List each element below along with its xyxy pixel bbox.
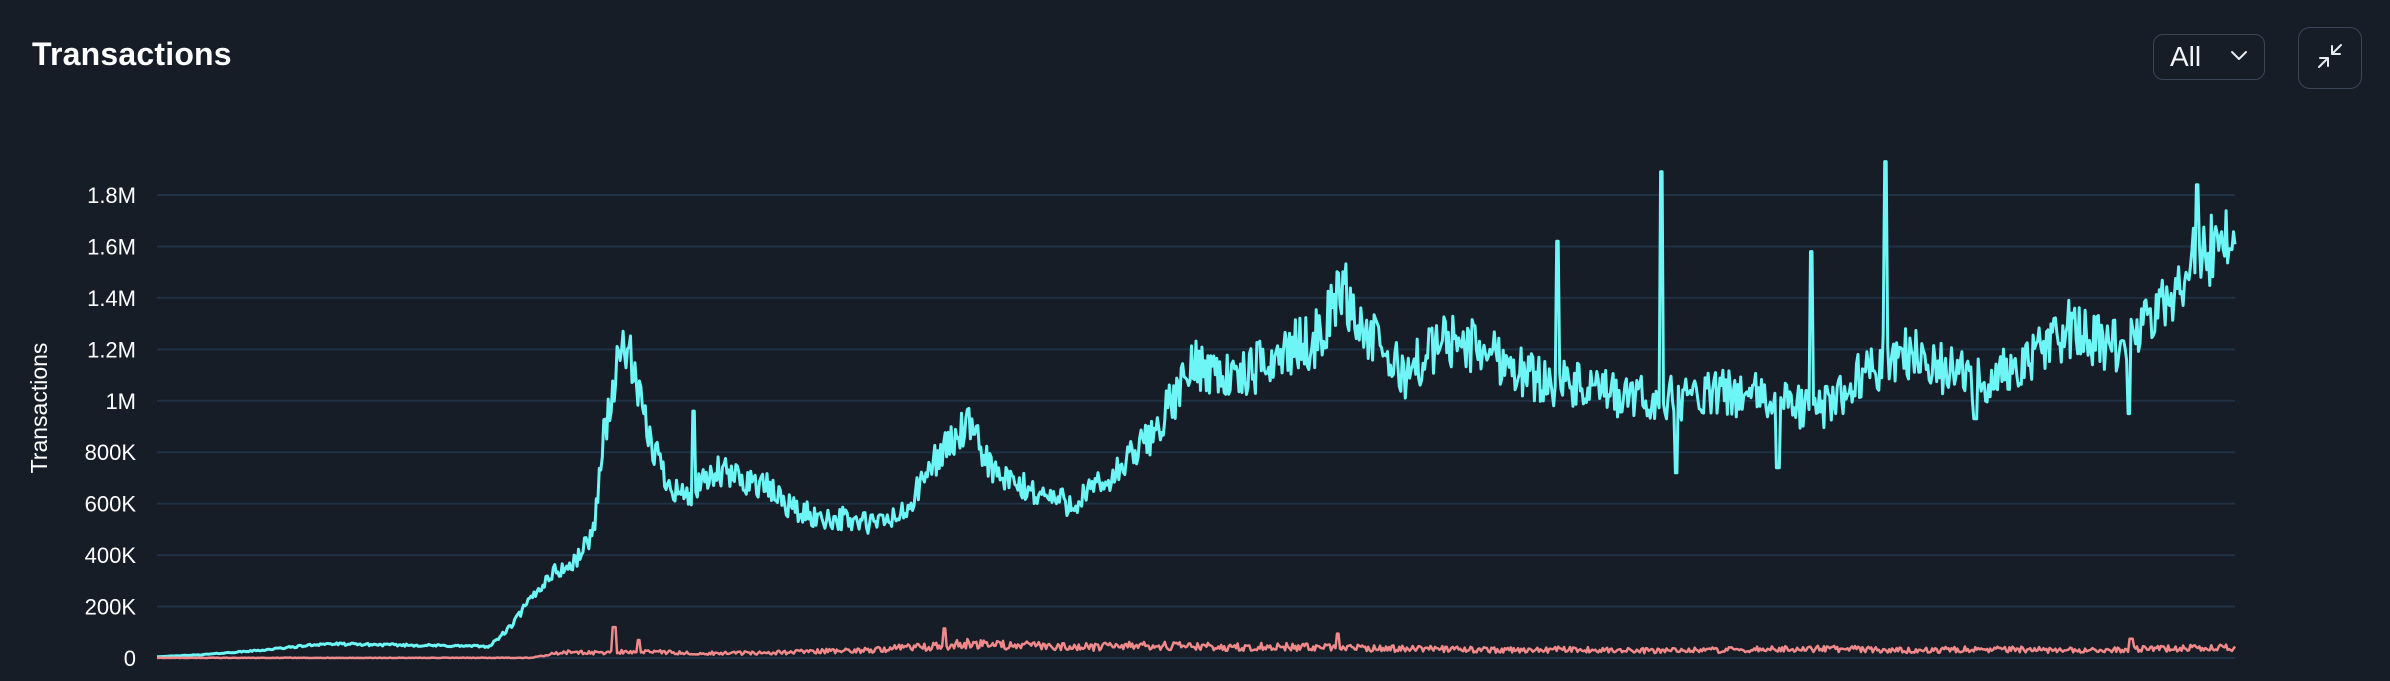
y-tick-label: 400K (85, 543, 137, 568)
y-tick-label: 800K (85, 440, 137, 465)
y-tick-label: 600K (85, 492, 137, 517)
time-range-value: All (2170, 41, 2202, 72)
y-tick-label: 1.4M (87, 286, 136, 311)
y-tick-label: 0 (124, 646, 136, 671)
chart-grid (157, 194, 2235, 659)
series-line-primary (156, 160, 2237, 659)
series-line-secondary (157, 625, 2237, 660)
y-tick-label: 1M (105, 389, 136, 414)
collapse-chart-button[interactable] (2298, 27, 2362, 89)
series-layer (156, 160, 2237, 660)
collapse-arrows-icon (2314, 40, 2346, 77)
y-axis-ticks: 0 200K 400K 600K 800K 1M 1.2M 1.4M 1.6M 1.8M (85, 183, 137, 671)
time-range-select[interactable]: All (2153, 34, 2265, 80)
y-tick-label: 200K (85, 595, 137, 620)
y-tick-label: 1.6M (87, 234, 136, 259)
chart-title: Transactions (32, 36, 232, 72)
y-tick-label: 1.8M (87, 183, 136, 208)
chevron-down-icon (2228, 41, 2250, 73)
y-tick-label: 1.2M (87, 337, 136, 362)
y-axis-label: Transactions (26, 343, 52, 474)
